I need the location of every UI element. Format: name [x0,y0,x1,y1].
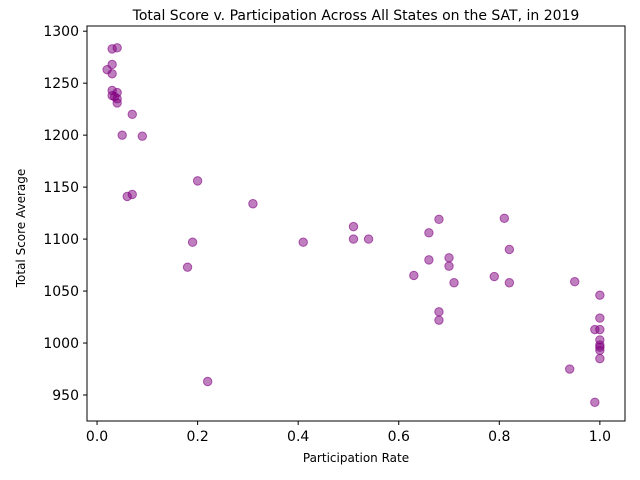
x-tick-label: 0.6 [388,429,410,445]
data-point [363,234,374,244]
y-tick-label: 1150 [43,180,79,196]
data-point [137,131,148,141]
data-point [409,270,419,281]
scatter-points [102,43,605,407]
x-tick-label: 0.8 [488,429,510,445]
data-point [595,353,605,364]
data-point [248,199,258,209]
x-axis-ticks: 0.0 0.2 0.4 0.6 0.8 1.0 [86,421,611,445]
data-point [595,345,605,356]
data-point [504,278,515,288]
data-point [595,290,605,300]
data-point [348,234,359,244]
y-tick-label: 1050 [43,284,79,300]
data-point [444,261,454,271]
x-tick-label: 0.4 [287,429,309,445]
data-point [444,253,454,263]
data-point [298,237,308,247]
x-axis-label: Participation Rate [303,451,409,465]
data-point [499,213,510,224]
data-point [348,221,359,232]
data-point [117,130,127,140]
data-point [564,364,575,374]
data-point [182,262,193,272]
x-tick-label: 1.0 [589,429,611,445]
chart-title: Total Score v. Participation Across All … [132,8,580,24]
data-point [127,109,137,120]
data-point [434,307,444,317]
data-point [192,176,203,186]
data-point [112,43,122,53]
data-point [424,255,434,265]
y-tick-label: 1100 [43,232,79,248]
y-tick-label: 1250 [43,76,79,92]
data-point [449,278,459,288]
x-tick-label: 0.0 [86,429,108,445]
data-point [112,98,122,108]
data-point [122,191,132,202]
y-tick-label: 1200 [43,128,79,144]
data-point [434,214,444,225]
plot-frame [86,25,626,422]
data-point [504,244,515,255]
data-point [595,313,605,323]
y-tick-label: 1000 [43,336,79,352]
data-point [590,397,600,407]
data-point [107,69,117,79]
x-tick-label: 0.2 [186,429,208,445]
y-axis-label: Total Score Average [14,169,28,289]
data-point [434,315,444,325]
data-point [595,324,605,335]
data-point [489,271,499,282]
data-point [187,237,198,247]
data-point [202,376,213,387]
data-point [570,277,580,287]
y-tick-label: 1300 [43,24,79,40]
y-axis-ticks: 950 1000 1050 1100 1150 1200 1250 1300 [43,24,87,404]
data-point [424,228,434,238]
y-tick-label: 950 [52,388,79,404]
